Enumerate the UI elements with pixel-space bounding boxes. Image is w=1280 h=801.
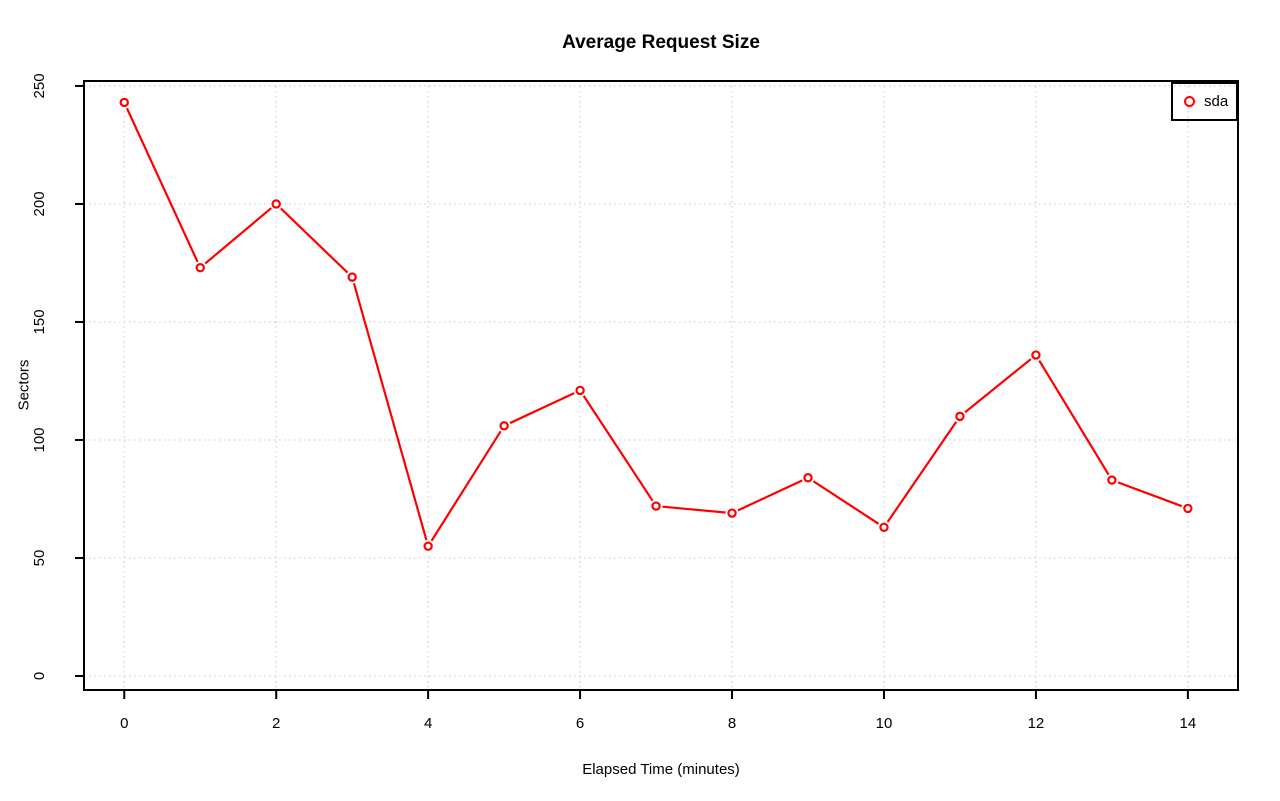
data-point bbox=[803, 473, 813, 483]
plot-border bbox=[83, 80, 1239, 691]
data-point bbox=[879, 522, 889, 533]
x-axis-tick-label: 10 bbox=[876, 715, 893, 732]
chart-title: Average Request Size bbox=[562, 32, 760, 53]
data-point bbox=[499, 421, 509, 431]
x-axis-tick-label: 14 bbox=[1180, 715, 1197, 732]
y-axis-tick-label: 0 bbox=[31, 672, 48, 680]
data-point bbox=[423, 541, 433, 551]
x-axis-tick-label: 8 bbox=[728, 715, 736, 732]
data-point bbox=[119, 97, 129, 108]
x-axis-tick-label: 12 bbox=[1028, 715, 1045, 732]
data-point bbox=[271, 199, 281, 209]
y-axis-tick-label: 150 bbox=[31, 309, 48, 334]
legend: sda bbox=[1171, 82, 1238, 121]
data-point bbox=[347, 272, 357, 282]
data-point bbox=[1183, 503, 1193, 514]
x-axis-title: Elapsed Time (minutes) bbox=[582, 761, 740, 778]
data-point bbox=[651, 501, 661, 511]
x-axis-tick-label: 4 bbox=[424, 715, 432, 732]
data-point bbox=[575, 385, 585, 396]
data-point bbox=[1107, 475, 1117, 485]
x-axis-tick-label: 0 bbox=[120, 715, 128, 732]
data-point bbox=[1031, 350, 1041, 360]
y-axis-tick-label: 100 bbox=[31, 427, 48, 452]
series-line-sda bbox=[123, 102, 1189, 549]
data-point bbox=[955, 411, 965, 422]
data-point bbox=[195, 262, 205, 273]
y-axis-tick-label: 50 bbox=[31, 550, 48, 567]
y-axis-tick-label: 200 bbox=[31, 191, 48, 216]
x-axis-tick-label: 6 bbox=[576, 715, 584, 732]
legend-series-label: sda bbox=[1204, 93, 1229, 110]
legend-series-marker-icon bbox=[1184, 96, 1195, 107]
data-point bbox=[727, 508, 737, 518]
y-axis-title: Sectors bbox=[15, 359, 33, 411]
x-axis-tick-label: 2 bbox=[272, 715, 280, 732]
y-axis-tick-label: 250 bbox=[31, 73, 48, 98]
